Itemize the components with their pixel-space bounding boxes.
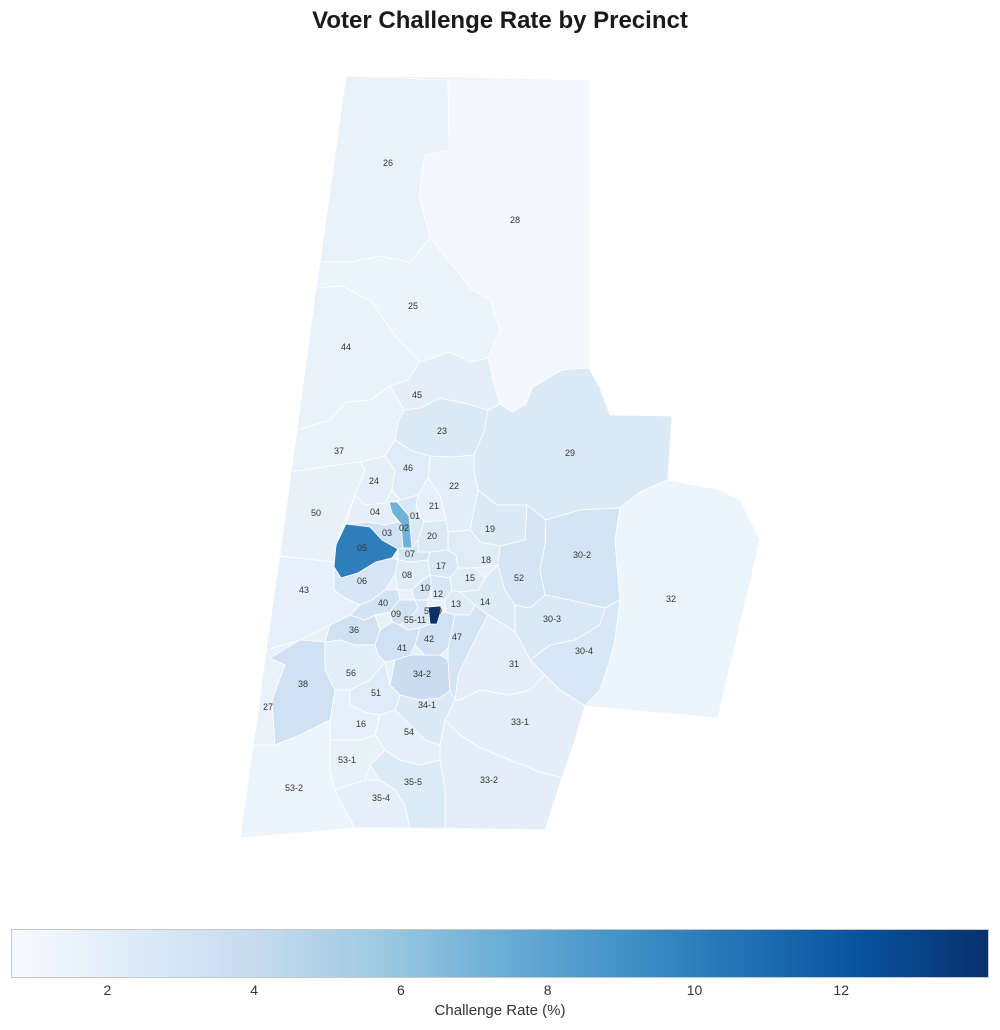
precinct-34-2-label: 34-2 — [413, 669, 431, 679]
precinct-43-label: 43 — [299, 585, 309, 595]
precinct-55-11-label: 55-11 — [404, 615, 426, 625]
precinct-15-label: 15 — [465, 573, 475, 583]
precinct-55-9-label: 55-9 — [424, 606, 442, 616]
precinct-27-label: 27 — [263, 702, 273, 712]
precinct-30-3-label: 30-3 — [543, 614, 561, 624]
colorbar-tick-label: 4 — [250, 982, 258, 998]
precinct-33-1-label: 33-1 — [511, 717, 529, 727]
precinct-54-area — [374, 709, 441, 766]
precinct-52-area — [497, 504, 547, 609]
precinct-26-label: 26 — [383, 158, 393, 168]
precinct-35-4-label: 35-4 — [372, 793, 390, 803]
colorbar-tick-label: 6 — [397, 982, 405, 998]
precinct-45-label: 45 — [412, 390, 422, 400]
precinct-13-label: 13 — [451, 599, 461, 609]
precinct-21-label: 21 — [429, 501, 439, 511]
precinct-09-label: 09 — [391, 609, 401, 619]
precinct-53-2-area — [239, 719, 356, 839]
precinct-07-label: 07 — [405, 549, 415, 559]
precinct-areas — [239, 75, 761, 839]
precinct-06-label: 06 — [357, 576, 367, 586]
precinct-50-area — [279, 461, 366, 563]
precinct-40-area — [349, 589, 401, 621]
precinct-56-label: 56 — [346, 668, 356, 678]
precinct-45-area — [389, 351, 501, 411]
precinct-53-2-label: 53-2 — [285, 783, 303, 793]
map-title: Voter Challenge Rate by Precinct — [312, 7, 688, 34]
precinct-32-label: 32 — [666, 594, 676, 604]
precinct-12-label: 12 — [433, 589, 443, 599]
precinct-04-label: 04 — [370, 507, 380, 517]
precinct-17-label: 17 — [436, 561, 446, 571]
colorbar: 2 4 6 8 10 12 Challenge Rate (%) — [11, 929, 989, 1019]
precinct-50-label: 50 — [311, 508, 321, 518]
precinct-30-4-label: 30-4 — [575, 646, 593, 656]
precinct-56-area — [324, 639, 386, 691]
precinct-55-9-area — [427, 605, 442, 625]
precinct-16-label: 16 — [356, 719, 366, 729]
precinct-40-label: 40 — [378, 598, 388, 608]
precinct-46-area — [384, 439, 431, 501]
precinct-47-area — [447, 604, 489, 701]
precinct-20-label: 20 — [427, 531, 437, 541]
precinct-52-label: 52 — [514, 573, 524, 583]
precinct-03-label: 03 — [382, 528, 392, 538]
precinct-35-5-label: 35-5 — [404, 777, 422, 787]
precinct-43-area — [265, 555, 361, 651]
precinct-32-area — [584, 479, 761, 719]
precinct-47-label: 47 — [452, 632, 462, 642]
precinct-19-label: 19 — [485, 524, 495, 534]
precinct-14-label: 14 — [480, 597, 490, 607]
precinct-28-label: 28 — [510, 215, 520, 225]
precinct-24-label: 24 — [369, 476, 379, 486]
precinct-38-label: 38 — [298, 679, 308, 689]
precinct-33-2-label: 33-2 — [480, 775, 498, 785]
precinct-10-label: 10 — [420, 583, 430, 593]
precinct-42-label: 42 — [424, 634, 434, 644]
precinct-41-label: 41 — [397, 643, 407, 653]
precinct-37-label: 37 — [334, 446, 344, 456]
precinct-02-label: 02 — [399, 523, 409, 533]
precinct-51-label: 51 — [371, 688, 381, 698]
colorbar-gradient-bar — [11, 929, 989, 978]
precinct-44-label: 44 — [341, 342, 351, 352]
precinct-22-label: 22 — [449, 481, 459, 491]
precinct-53-1-label: 53-1 — [338, 755, 356, 765]
precinct-54-label: 54 — [404, 727, 414, 737]
precinct-29-label: 29 — [565, 448, 575, 458]
colorbar-tick-label: 12 — [833, 982, 849, 998]
precinct-01-label: 01 — [410, 511, 420, 521]
colorbar-ticks: 2 4 6 8 10 12 — [104, 982, 850, 998]
precinct-34-1-label: 34-1 — [418, 700, 436, 710]
colorbar-tick-label: 2 — [104, 982, 112, 998]
precinct-18-label: 18 — [481, 555, 491, 565]
precinct-30-2-label: 30-2 — [573, 550, 591, 560]
colorbar-label: Challenge Rate (%) — [435, 1002, 566, 1019]
precinct-36-label: 36 — [349, 625, 359, 635]
precinct-31-label: 31 — [509, 659, 519, 669]
precinct-25-label: 25 — [408, 301, 418, 311]
precinct-23-label: 23 — [437, 426, 447, 436]
colorbar-tick-label: 10 — [687, 982, 703, 998]
precinct-46-label: 46 — [403, 463, 413, 473]
precinct-05-label: 05 — [357, 543, 367, 553]
colorbar-tick-label: 8 — [544, 982, 552, 998]
precinct-08-label: 08 — [402, 570, 412, 580]
